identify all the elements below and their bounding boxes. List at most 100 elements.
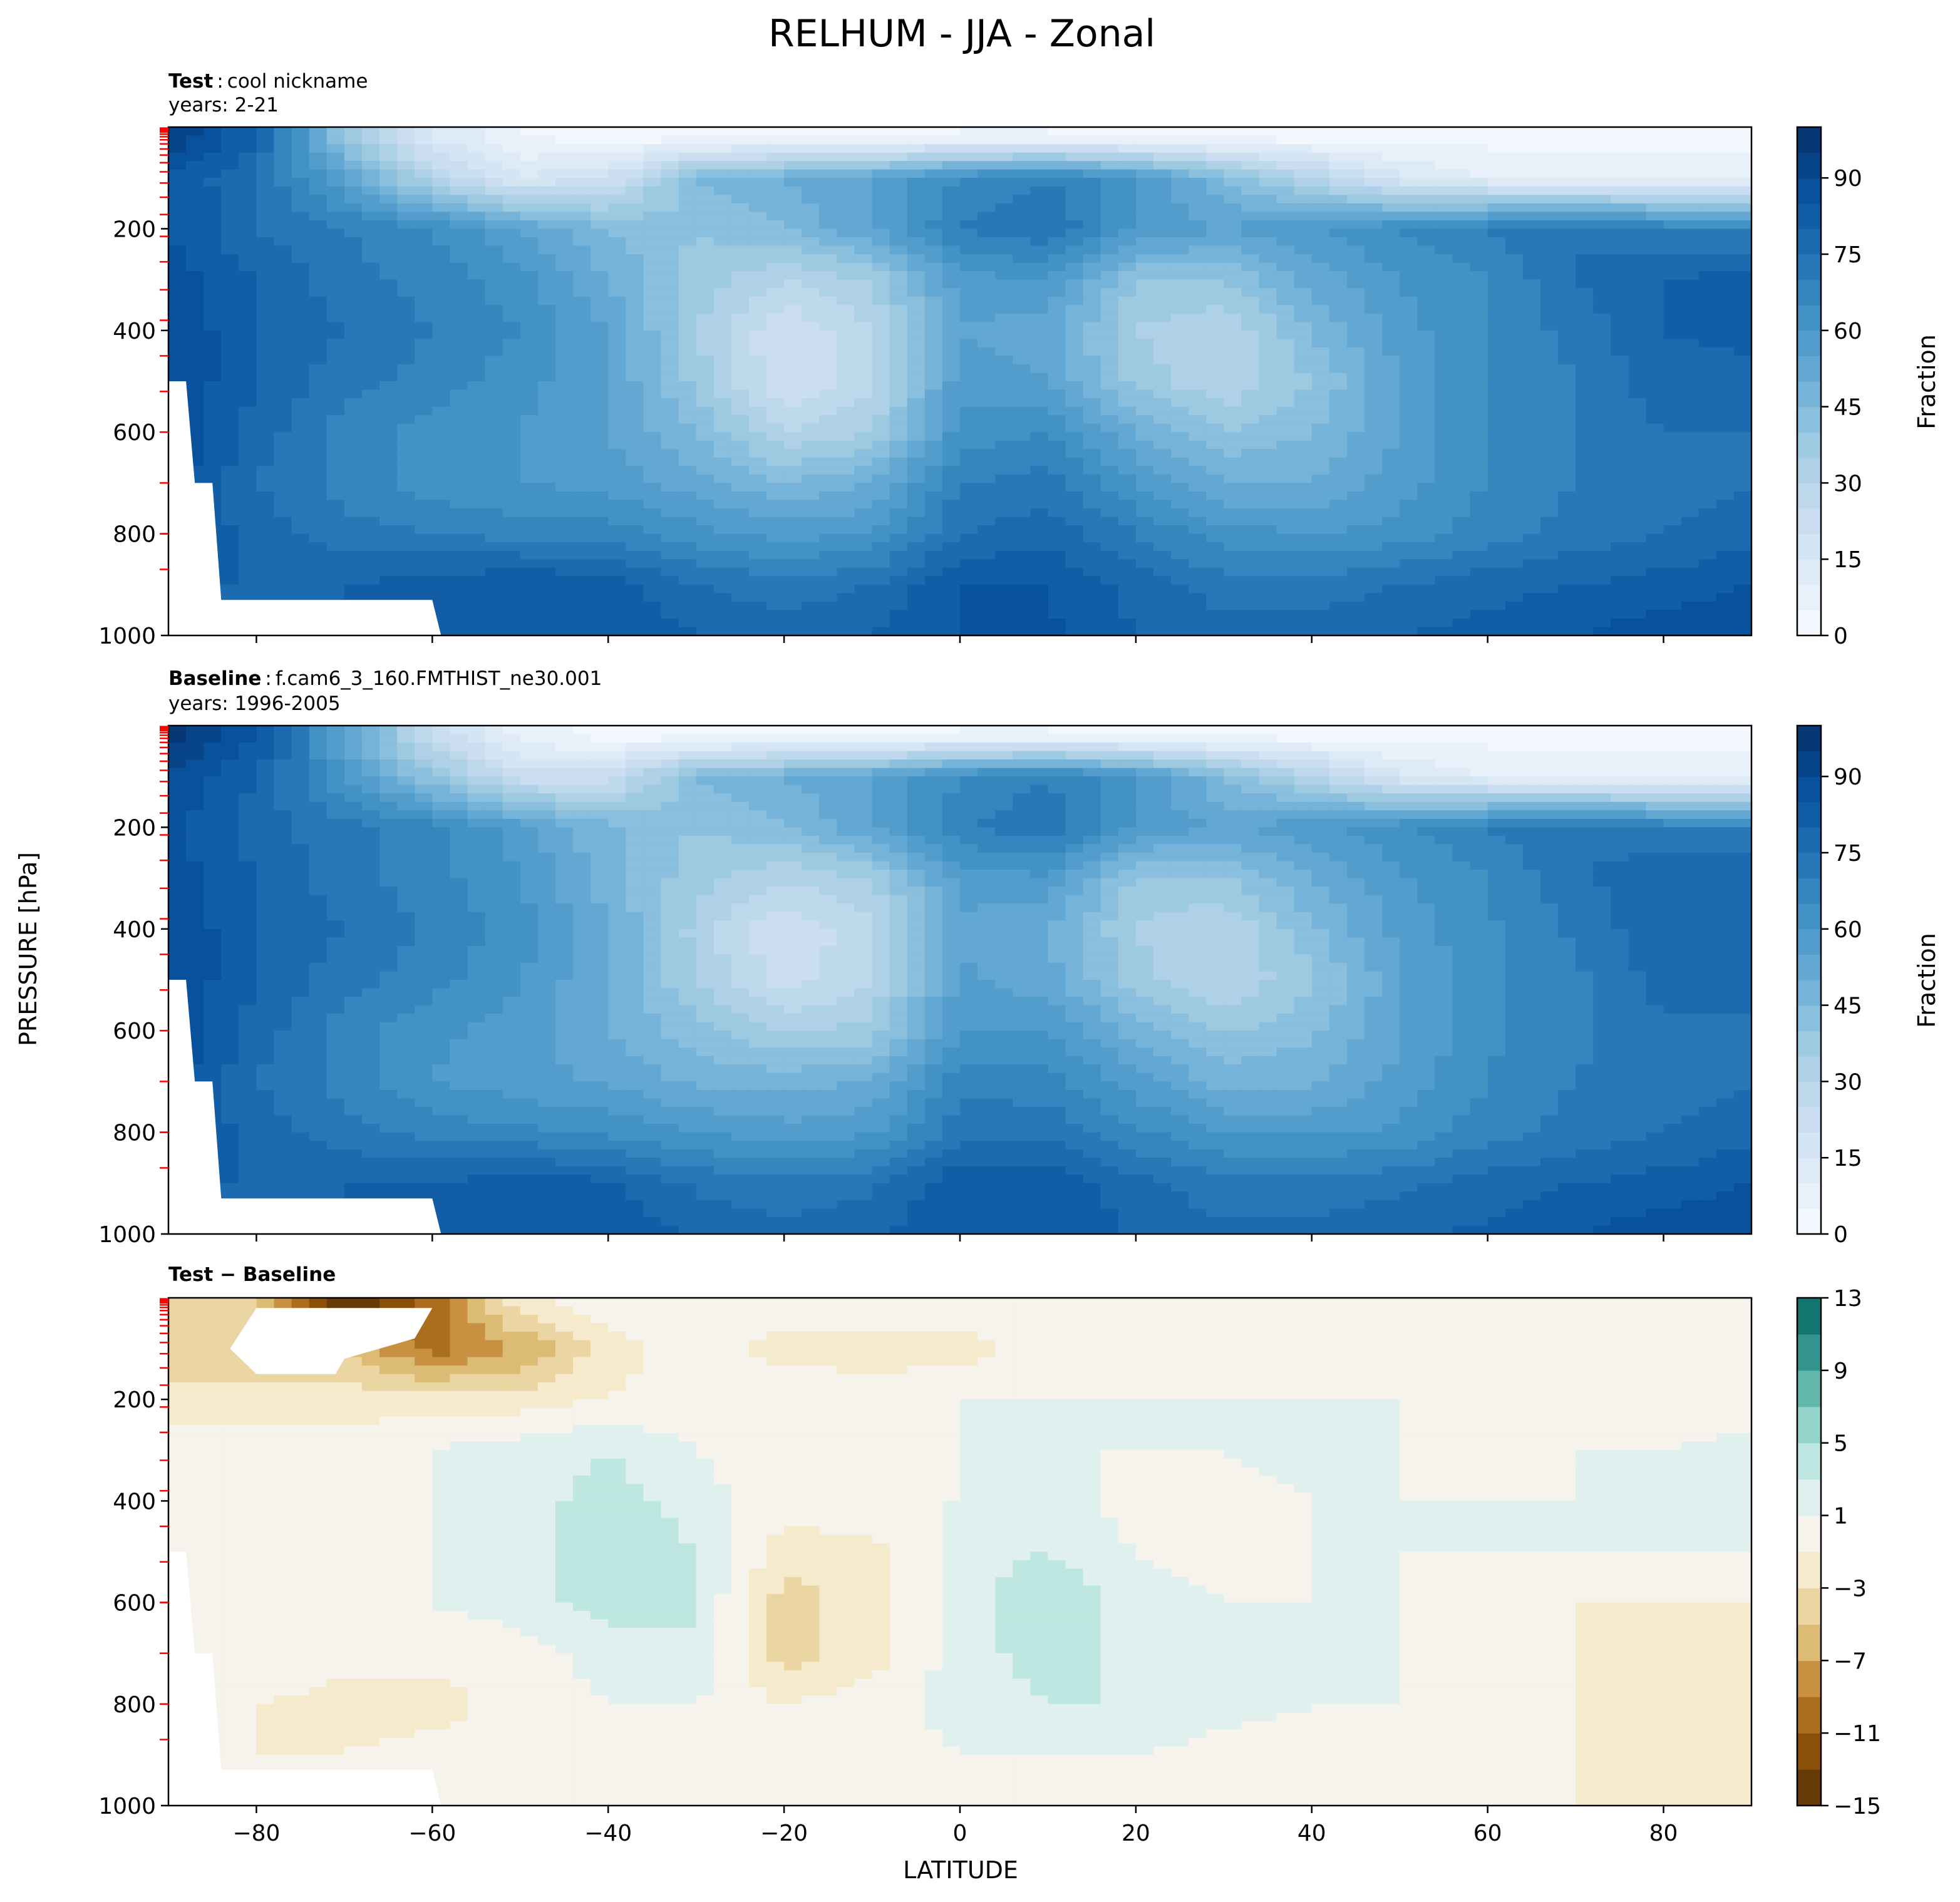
test-cell bbox=[239, 517, 257, 526]
test-cell bbox=[678, 567, 697, 577]
test-cell bbox=[784, 169, 802, 178]
test-cell bbox=[802, 195, 820, 204]
test-cell bbox=[274, 500, 292, 509]
test-cell bbox=[924, 296, 943, 306]
test-cell bbox=[415, 161, 433, 170]
test-cell bbox=[942, 500, 961, 509]
test-cell bbox=[626, 212, 644, 221]
test-cell bbox=[361, 525, 380, 535]
test-cell bbox=[485, 356, 503, 365]
test-cell bbox=[467, 330, 486, 340]
test-cell bbox=[1241, 339, 1260, 348]
test-cell bbox=[784, 127, 802, 136]
test-cell bbox=[573, 203, 591, 213]
test-cell bbox=[889, 576, 908, 585]
test-cell bbox=[467, 186, 486, 195]
test-cell bbox=[1013, 296, 1031, 306]
test-cell bbox=[467, 178, 486, 187]
test-cell bbox=[1294, 525, 1313, 535]
test-cell bbox=[502, 500, 521, 509]
test-cell bbox=[731, 313, 750, 322]
test-cell bbox=[309, 279, 328, 289]
test-cell bbox=[1522, 474, 1541, 484]
test-cell bbox=[221, 517, 240, 526]
test-cell bbox=[1487, 296, 1506, 306]
test-cell bbox=[204, 406, 222, 416]
test-cell bbox=[520, 347, 539, 357]
test-cell bbox=[186, 288, 204, 297]
test-cell bbox=[1663, 347, 1682, 357]
test-cell bbox=[467, 457, 486, 467]
test-cell bbox=[1593, 406, 1611, 416]
test-cell bbox=[960, 322, 978, 331]
test-cell bbox=[397, 195, 415, 204]
test-cell bbox=[379, 525, 398, 535]
test-cell bbox=[1505, 152, 1524, 162]
test-cell bbox=[1118, 466, 1137, 475]
test-cell bbox=[537, 254, 556, 264]
test-cell bbox=[1470, 322, 1488, 331]
test-cell bbox=[467, 415, 486, 424]
test-cell bbox=[379, 457, 398, 467]
test-cell bbox=[1224, 457, 1242, 467]
test-cell bbox=[907, 483, 926, 492]
test-cell bbox=[1364, 288, 1383, 297]
test-panel-label: Test: cool nickname bbox=[168, 70, 368, 93]
test-cell bbox=[1400, 406, 1418, 416]
test-cell bbox=[520, 144, 539, 153]
test-cell bbox=[678, 161, 697, 170]
test-cell bbox=[204, 161, 222, 170]
test-cell bbox=[256, 347, 275, 357]
test-cell bbox=[1611, 262, 1629, 272]
test-cell bbox=[802, 313, 820, 322]
test-cell bbox=[432, 339, 451, 348]
test-cell bbox=[1382, 364, 1400, 374]
test-cell bbox=[274, 440, 292, 450]
test-cell bbox=[1452, 271, 1471, 280]
test-cell bbox=[485, 423, 503, 433]
test-cell bbox=[678, 533, 697, 543]
test-cell bbox=[1241, 550, 1260, 560]
test-cell bbox=[309, 389, 328, 399]
test-cell bbox=[1329, 288, 1348, 297]
test-cell bbox=[784, 423, 802, 433]
test-cell bbox=[326, 169, 345, 178]
test-cell bbox=[361, 364, 380, 374]
test-cell bbox=[784, 474, 802, 484]
test-cell bbox=[1452, 178, 1471, 187]
test-cell bbox=[1558, 576, 1576, 585]
test-cell bbox=[626, 559, 644, 568]
test-cell bbox=[1540, 457, 1559, 467]
test-cell bbox=[1611, 212, 1629, 221]
test-cell bbox=[678, 466, 697, 475]
test-cell bbox=[1698, 398, 1717, 408]
test-cell bbox=[1259, 381, 1277, 391]
test-cell bbox=[502, 161, 521, 170]
test-cell bbox=[1716, 305, 1735, 314]
test-cell bbox=[1733, 533, 1752, 543]
test-cell bbox=[924, 491, 943, 501]
test-cell bbox=[432, 262, 451, 272]
test-cell bbox=[960, 483, 978, 492]
test-cell bbox=[678, 483, 697, 492]
test-cell bbox=[748, 500, 767, 509]
test-cell bbox=[1681, 406, 1700, 416]
test-cell bbox=[1135, 279, 1154, 289]
test-cell bbox=[713, 398, 732, 408]
test-cell bbox=[1171, 313, 1189, 322]
test-cell bbox=[1611, 483, 1629, 492]
test-cell bbox=[854, 229, 873, 238]
test-cell bbox=[608, 406, 627, 416]
test-cell bbox=[1540, 466, 1559, 475]
test-cell bbox=[344, 135, 363, 145]
test-cell bbox=[924, 542, 943, 552]
test-cell bbox=[1716, 406, 1735, 416]
test-cell bbox=[1470, 474, 1488, 484]
test-cell bbox=[1171, 330, 1189, 340]
test-cell bbox=[274, 237, 292, 247]
test-cell bbox=[520, 432, 539, 441]
test-cell bbox=[626, 389, 644, 399]
test-cell bbox=[1698, 135, 1717, 145]
test-cell bbox=[379, 220, 398, 230]
test-cell bbox=[1364, 339, 1383, 348]
